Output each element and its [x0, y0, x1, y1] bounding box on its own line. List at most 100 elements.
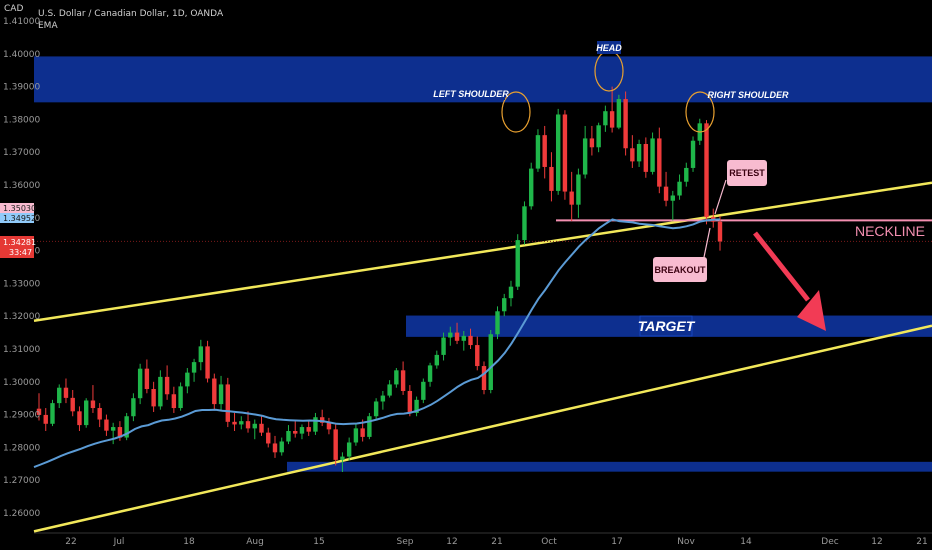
candle-body [185, 372, 190, 387]
candle [137, 363, 143, 405]
candle [596, 122, 601, 153]
right-shoulder-label-bg [712, 88, 784, 101]
candle-body [232, 421, 237, 425]
candle [495, 306, 500, 340]
candle [353, 424, 359, 446]
candle [367, 412, 372, 440]
candle [340, 452, 345, 472]
candle-body [690, 140, 696, 168]
candle [394, 368, 399, 388]
candle-body [367, 416, 372, 437]
candle [407, 385, 413, 417]
candle-body [636, 144, 642, 162]
candle-body [198, 346, 204, 363]
candle [677, 174, 682, 200]
price-tick-label: 1.28000 [3, 443, 40, 453]
candle [582, 125, 588, 179]
candle-body [245, 421, 251, 429]
candle-body [191, 362, 197, 373]
price-tick-label: 1.36000 [3, 181, 40, 191]
candle-body [286, 431, 291, 442]
candle [50, 399, 55, 427]
price-tick-label: 1.37000 [3, 148, 40, 158]
candle [448, 326, 453, 346]
candle-body [522, 206, 527, 241]
candle [286, 425, 291, 445]
candles-group [36, 86, 723, 472]
candle [630, 135, 635, 168]
breakout-callout [653, 257, 707, 282]
candle [589, 125, 595, 156]
time-tick-label: 18 [183, 537, 195, 547]
candle-body [508, 286, 514, 299]
candle-body [252, 423, 257, 429]
candle-body [495, 311, 500, 335]
time-tick-label: Oct [541, 537, 557, 547]
candle [454, 322, 460, 345]
candle-body [502, 298, 507, 312]
candle [293, 421, 298, 438]
candle-body [178, 386, 183, 409]
candle [57, 384, 62, 409]
candle [549, 152, 554, 202]
candle-body [488, 334, 493, 390]
candle-body [475, 345, 480, 367]
candle [212, 373, 217, 410]
candle-body [609, 111, 615, 128]
candle-body [616, 99, 622, 128]
candle [373, 398, 379, 420]
candle-body [569, 191, 574, 205]
candle-body [117, 427, 123, 438]
candle [63, 378, 69, 404]
candle-body [43, 414, 48, 424]
candle-body [549, 166, 554, 191]
candle-body [340, 456, 345, 460]
time-tick-label: Sep [397, 537, 414, 547]
candle [198, 339, 204, 371]
time-axis[interactable]: 22 Jul 18 Aug 15 Sep 12 21 Oct 17 Nov 14 Dec 12 21 [65, 537, 927, 547]
price-tick-label: 1.33000 [3, 279, 40, 289]
ema-line [33, 218, 721, 469]
head-label: HEAD [596, 43, 622, 53]
indicator-label[interactable]: EMA [38, 21, 58, 31]
price-tag-2: 1.34952 [3, 214, 36, 223]
price-tick-label: 1.29000 [3, 411, 40, 421]
right-shoulder-label: RIGHT SHOULDER [708, 90, 790, 100]
candle-body [346, 442, 352, 457]
candle [131, 393, 136, 422]
candle [36, 393, 42, 421]
price-tag-2-bg [0, 213, 34, 223]
candle-body [97, 408, 102, 420]
candle [144, 359, 150, 394]
candle [636, 139, 642, 167]
candle [299, 424, 305, 440]
candle-body [164, 376, 170, 395]
candle-body [333, 429, 338, 460]
time-tick-label: Aug [246, 537, 264, 547]
price-tick-label: 1.41000 [3, 17, 40, 27]
candle-body [266, 432, 271, 444]
symbol-line[interactable]: U.S. Dollar / Canadian Dollar, 1D, OANDA [38, 9, 224, 19]
candle-body [131, 398, 136, 417]
candle [333, 423, 338, 466]
candle-body [259, 423, 264, 433]
retest-label: RETEST [729, 168, 765, 178]
candle [663, 171, 669, 207]
candle-body [104, 419, 109, 431]
target-label-bg [639, 315, 693, 337]
candle [657, 127, 662, 194]
time-tick-label: 15 [313, 537, 324, 547]
candle-body [421, 381, 426, 400]
candle [515, 234, 520, 290]
price-tick-label: 1.26000 [3, 509, 40, 519]
candle-body [407, 390, 413, 413]
candle-body [293, 431, 298, 434]
candle [313, 412, 318, 435]
candle-body [441, 337, 446, 355]
candle [306, 420, 311, 436]
candle [468, 328, 473, 349]
target-arrow-head [797, 290, 826, 331]
candle-body [529, 168, 534, 207]
candle-body [50, 403, 55, 424]
